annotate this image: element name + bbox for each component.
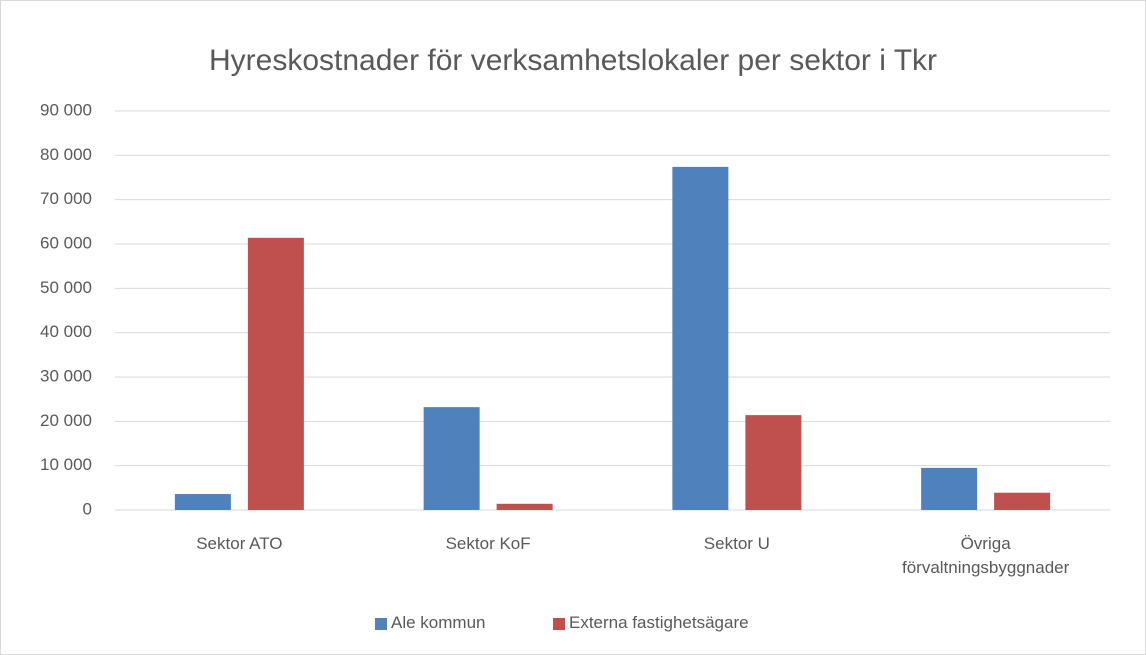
y-tick-label: 70 000 <box>40 189 92 208</box>
x-tick-label: Sektor U <box>703 534 770 553</box>
y-tick-label: 60 000 <box>40 233 92 252</box>
x-tick-label: Sektor ATO <box>196 534 283 553</box>
y-tick-label: 90 000 <box>40 100 92 119</box>
bar <box>745 415 802 510</box>
legend-label: Ale kommun <box>391 613 486 632</box>
x-tick-label: Övriga förvaltningsbyggnader <box>901 534 1070 577</box>
bar <box>174 494 231 510</box>
x-tick-label: Sektor KoF <box>445 534 531 553</box>
bar <box>994 492 1051 510</box>
bar <box>423 407 480 510</box>
bar <box>672 166 729 511</box>
bar <box>921 467 978 510</box>
y-tick-label: 80 000 <box>40 145 92 164</box>
y-tick-label: 30 000 <box>40 366 92 385</box>
y-tick-label: 0 <box>83 499 92 518</box>
chart-title: Hyreskostnader för verksamhetslokaler pe… <box>209 44 937 77</box>
bar <box>247 237 304 510</box>
bar <box>496 503 553 510</box>
legend-label: Externa fastighetsägare <box>569 613 749 632</box>
legend-swatch <box>553 618 565 630</box>
legend-swatch <box>375 618 387 630</box>
y-tick-label: 20 000 <box>40 411 92 430</box>
y-tick-label: 10 000 <box>40 455 92 474</box>
y-tick-label: 50 000 <box>40 278 92 297</box>
y-tick-label: 40 000 <box>40 322 92 341</box>
